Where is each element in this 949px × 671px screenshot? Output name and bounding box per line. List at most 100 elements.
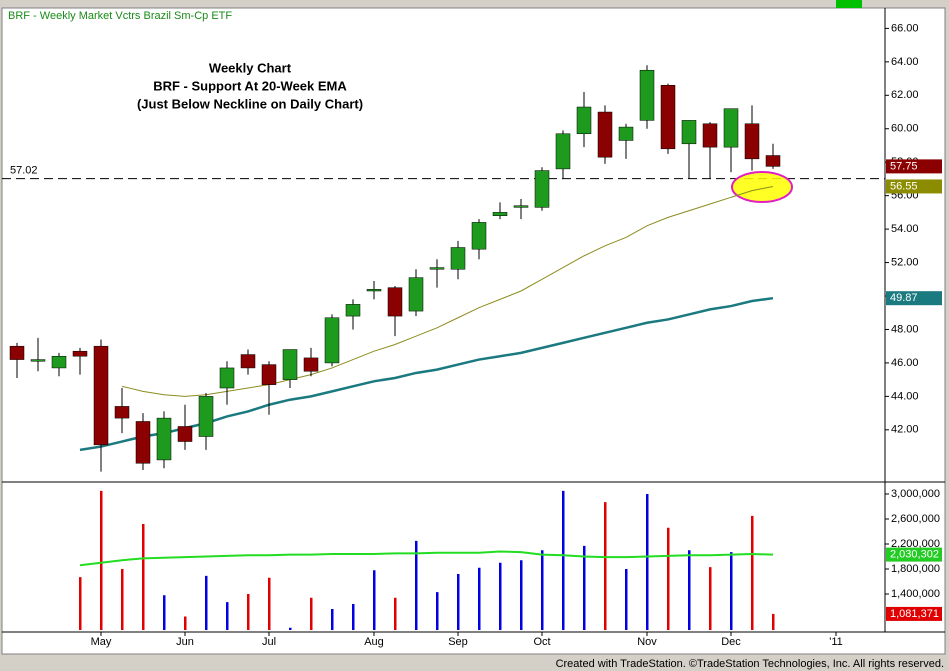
moving-average-highlight bbox=[730, 185, 774, 198]
volume-tick-label: 1,800,000 bbox=[891, 563, 940, 575]
y-tick-label: 66.00 bbox=[891, 22, 919, 34]
volume-bar bbox=[415, 540, 418, 630]
x-tick-label: Jun bbox=[176, 636, 194, 648]
volume-bar bbox=[394, 597, 397, 630]
volume-bar bbox=[625, 569, 628, 630]
x-tick-label: Nov bbox=[637, 636, 657, 648]
candle-body bbox=[681, 120, 697, 145]
volume-average bbox=[79, 550, 774, 567]
candle-body bbox=[576, 106, 592, 135]
candle-body bbox=[702, 123, 718, 148]
candle-body bbox=[93, 345, 109, 446]
volume-bar bbox=[478, 567, 481, 630]
reference-label: 57.02 bbox=[10, 165, 38, 177]
candle-body bbox=[366, 289, 382, 292]
volume-bar bbox=[289, 627, 292, 630]
y-tick-label: 52.00 bbox=[891, 256, 919, 268]
value-tag-label: 49.87 bbox=[890, 292, 918, 304]
candle-body bbox=[492, 212, 508, 216]
volume-bar bbox=[436, 592, 439, 630]
volume-bar bbox=[79, 577, 82, 630]
candle-body bbox=[534, 170, 550, 208]
y-tick-label: 48.00 bbox=[891, 323, 919, 335]
volume-tick-label: 2,600,000 bbox=[891, 513, 940, 525]
volume-bar bbox=[667, 527, 670, 630]
value-tag-label: 1,081,371 bbox=[890, 608, 939, 620]
value-tag-label: 56.55 bbox=[890, 180, 918, 192]
moving-average bbox=[79, 296, 774, 452]
volume-bar bbox=[352, 604, 355, 630]
volume-bar bbox=[583, 545, 586, 630]
chart-area bbox=[1, 7, 946, 655]
value-tag-label: 57.75 bbox=[890, 160, 918, 172]
annotation: Weekly Chart bbox=[209, 60, 292, 75]
candle-body bbox=[9, 345, 25, 360]
volume-bar bbox=[709, 567, 712, 630]
volume-bar bbox=[751, 515, 754, 630]
candle-body bbox=[240, 354, 256, 369]
y-tick-label: 60.00 bbox=[891, 123, 919, 135]
moving-average bbox=[121, 185, 774, 397]
volume-bar bbox=[184, 616, 187, 630]
candle-body bbox=[303, 357, 319, 372]
volume-tick-label: 2,200,000 bbox=[891, 538, 940, 550]
volume-bar bbox=[688, 550, 691, 630]
x-tick-label: Oct bbox=[533, 636, 550, 648]
candle-body bbox=[555, 133, 571, 170]
volume-tick-label: 1,400,000 bbox=[891, 588, 940, 600]
volume-bar bbox=[499, 562, 502, 630]
annotation: (Just Below Neckline on Daily Chart) bbox=[137, 96, 363, 111]
x-tick-label: Sep bbox=[448, 636, 468, 648]
candle-body bbox=[639, 69, 655, 121]
volume-bar bbox=[562, 490, 565, 630]
candle-body bbox=[261, 364, 277, 385]
candle-body bbox=[30, 359, 46, 362]
candle-body bbox=[345, 304, 361, 317]
volume-bar bbox=[646, 494, 649, 630]
volume-bar bbox=[541, 550, 544, 630]
candle-body bbox=[408, 277, 424, 312]
candle-body bbox=[765, 155, 781, 167]
value-tag-label: 2,030,302 bbox=[890, 549, 939, 561]
candle-body bbox=[513, 205, 529, 208]
volume-bar bbox=[604, 502, 607, 630]
candle-body bbox=[282, 349, 298, 380]
volume-bar bbox=[142, 524, 145, 630]
candle-body bbox=[660, 85, 676, 150]
candle-body bbox=[114, 406, 130, 419]
candle-body bbox=[198, 396, 214, 437]
volume-bar bbox=[310, 597, 313, 630]
volume-bar bbox=[373, 570, 376, 630]
volume-tick-label: 3,000,000 bbox=[891, 488, 940, 500]
value-tag bbox=[886, 291, 942, 306]
y-tick-label: 54.00 bbox=[891, 223, 919, 235]
candle-body bbox=[156, 417, 172, 461]
highlight bbox=[731, 171, 793, 203]
candle-body bbox=[324, 317, 340, 364]
volume-bar bbox=[772, 613, 775, 630]
candle-body bbox=[51, 355, 67, 369]
volume-bar bbox=[331, 609, 334, 630]
volume-bar bbox=[268, 577, 271, 630]
chart-title: BRF - Weekly Market Vctrs Brazil Sm-Cp E… bbox=[8, 10, 232, 22]
volume-bar bbox=[730, 552, 733, 630]
candle-body bbox=[744, 123, 760, 160]
x-tick-label: Jul bbox=[262, 636, 276, 648]
x-tick-label: May bbox=[91, 636, 112, 648]
x-tick-label: Aug bbox=[364, 636, 384, 648]
volume-bar bbox=[121, 569, 124, 630]
value-tag bbox=[886, 606, 942, 621]
candle-body bbox=[219, 367, 235, 389]
y-tick-label: 64.00 bbox=[891, 56, 919, 68]
volume-bar bbox=[163, 595, 166, 630]
volume-bar bbox=[205, 575, 208, 630]
candle-body bbox=[387, 287, 403, 317]
value-tag bbox=[886, 159, 942, 174]
y-tick-label: 44.00 bbox=[891, 390, 919, 402]
status-indicator bbox=[836, 0, 862, 8]
volume-bar bbox=[520, 560, 523, 630]
value-tag bbox=[886, 179, 942, 194]
candle-body bbox=[429, 267, 445, 270]
